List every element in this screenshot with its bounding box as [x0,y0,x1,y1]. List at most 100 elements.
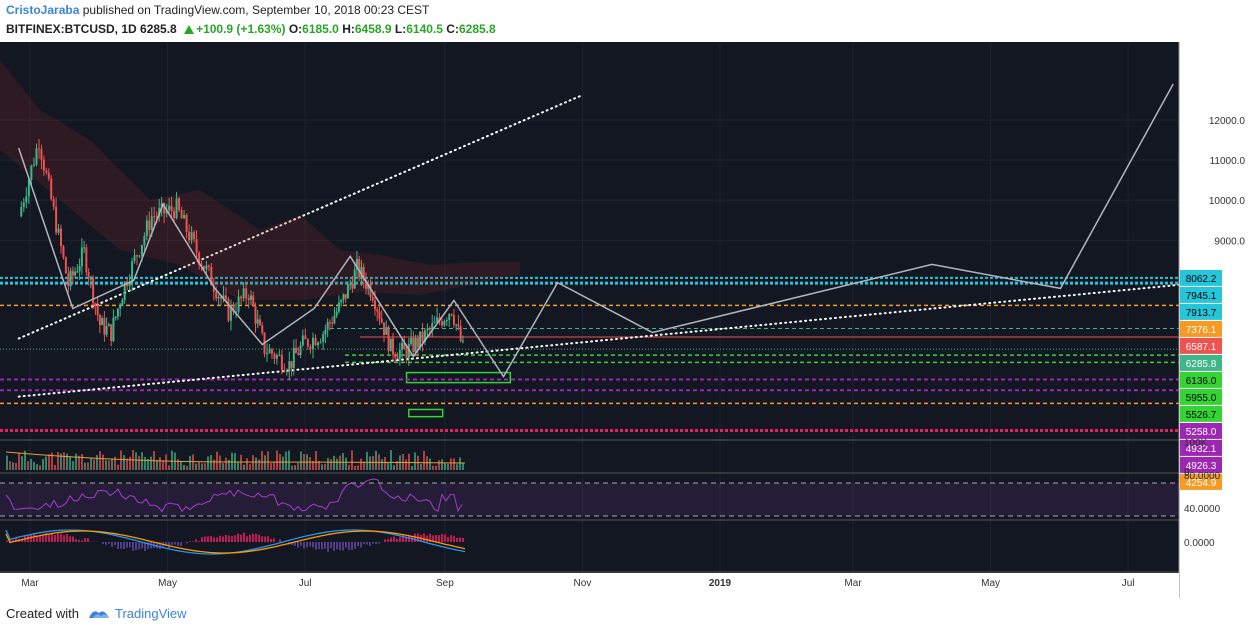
candle-body [173,210,176,219]
volume-bar [261,451,263,470]
macd-histogram [330,542,332,549]
volume-bar [324,464,326,470]
volume-bar [120,450,122,470]
macd-histogram [213,537,215,542]
volume-bar [192,454,194,470]
volume-bar [87,462,89,470]
price-tick-label: 10000.0 [1209,196,1246,207]
volume-bar [222,463,224,470]
volume-bar [348,464,350,470]
level-badge [1180,473,1222,490]
tradingview-link[interactable]: TradingView [114,606,187,621]
macd-histogram [138,542,140,550]
volume-bar [219,455,221,470]
candle-body [387,327,390,352]
trendline [17,279,1227,398]
candle-body [76,271,79,273]
candle-body [190,232,193,241]
macd-histogram [240,534,242,542]
candle-body [421,331,424,342]
candle-body [322,334,325,342]
time-tick-label: 2019 [709,578,732,589]
volume-bar [354,465,356,470]
candle-body [324,329,327,335]
level-badge-label: 4932.1 [1186,444,1217,455]
candle-body [394,354,397,358]
author-link[interactable]: CristoJaraba [6,3,80,17]
macd-histogram [447,537,449,542]
macd-histogram [429,533,431,542]
projection-path [17,83,1174,379]
volume-bar [144,456,146,470]
macd-histogram [441,533,443,542]
candlesticks [0,60,520,380]
candle-body [385,327,388,335]
volume-bar [243,464,245,470]
macd-histogram [366,542,368,545]
volume-bar [45,456,47,470]
volume-bar [15,462,17,470]
macd-histogram [84,538,86,542]
macd-histogram [12,540,14,542]
candle-body [42,159,45,171]
macd-histogram [243,532,245,542]
macd-histogram [333,542,335,551]
volume-bar [69,456,71,470]
volume-bar [171,450,173,470]
volume-bar [183,464,185,470]
candle-body [290,361,293,368]
volume-bar [390,450,392,470]
level-badge [1180,286,1222,303]
volume-bar [75,453,77,470]
macd-histogram [252,533,254,542]
grid [0,42,1179,572]
macd-histogram [294,542,296,546]
candle-body [170,205,173,211]
volume-bar [441,459,443,470]
macd-histogram [291,542,293,546]
candle-body [25,196,28,203]
volume-bar [294,465,296,470]
macd-histogram [177,542,179,547]
level-badge [1180,456,1222,473]
candle-body [416,337,419,348]
candle-body [383,322,386,335]
candle-body [331,322,334,324]
volume-bar [339,455,341,470]
volume-axis-label: 0 [1184,467,1190,478]
volume-bar [225,457,227,470]
symbol[interactable]: BITFINEX:BTCUSD, 1D [6,22,137,36]
candle-body [165,210,168,214]
candle-body [445,320,448,322]
volume-bar [423,451,425,470]
candle-body [240,296,243,299]
volume-bar [141,452,143,470]
publish-info: published on TradingView.com, September … [82,3,430,17]
signal-line [5,530,466,554]
candle-body [227,298,230,321]
volume-bar [78,455,80,470]
macd-histogram [180,542,182,547]
candle-body [175,198,178,219]
volume-bar [168,465,170,470]
candle-body [198,252,201,265]
rsi-band [0,483,1179,516]
candle-body [40,149,43,160]
candle-body [107,324,110,327]
candle-body [205,265,208,270]
level-badge-label: 7913.7 [1186,308,1217,319]
candle-body [47,172,50,179]
macd-histogram [342,542,344,551]
candle-body [140,244,143,256]
macd-histogram [195,539,197,542]
macd-histogram [132,542,134,551]
macd-histogram [279,539,281,542]
candle-body [342,294,345,300]
volume-bar [81,454,83,470]
volume-bar [99,451,101,470]
volume-bar [228,459,230,470]
candle-body [412,338,415,353]
macd-histogram [234,535,236,542]
candle-body [116,308,119,317]
